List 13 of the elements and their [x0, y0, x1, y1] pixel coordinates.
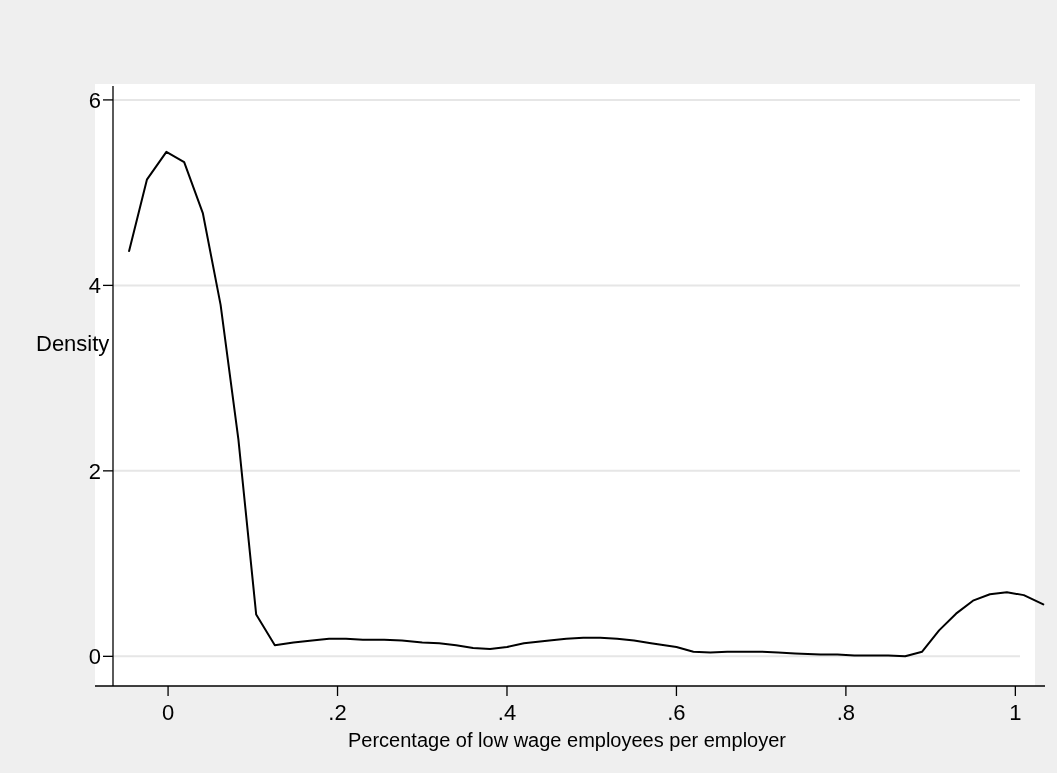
line-series: [128, 150, 1045, 658]
x-tick-label: .2: [328, 700, 347, 725]
x-tick-label: .6: [667, 700, 686, 725]
y-tick-label: 6: [88, 87, 101, 113]
x-tick-label: 1: [1009, 700, 1022, 725]
x-tick-label: .4: [497, 700, 517, 725]
y-tick-label: 2: [88, 458, 101, 484]
y-tick-label: 0: [88, 644, 101, 670]
x-axis-title: Percentage of low wage employees per employer: [347, 729, 787, 751]
x-tick-label: 0: [161, 700, 175, 725]
y-axis-title: Density: [36, 331, 110, 356]
y-tick-label: 4: [88, 273, 101, 299]
x-tick-label: .8: [836, 700, 856, 725]
